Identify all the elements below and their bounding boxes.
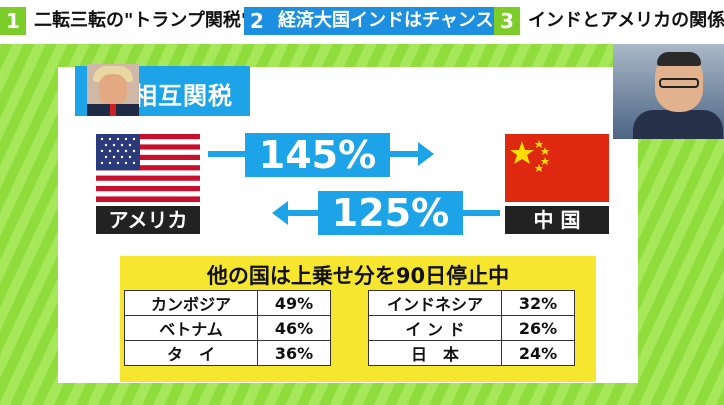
- country-cell: カンボジア: [124, 290, 258, 316]
- country-cell: ベトナム: [124, 315, 258, 341]
- rates-table-left: カンボジア 49% ベトナム 46% タ イ 36%: [124, 290, 331, 366]
- tab-2-number: 2: [244, 7, 270, 35]
- china-label: 中 国: [505, 206, 609, 234]
- country-cell: イ ン ド: [368, 315, 502, 341]
- country-cell: 日 本: [368, 340, 502, 366]
- commentator-video: [613, 44, 724, 139]
- table-row: インドネシア 32%: [368, 290, 575, 316]
- rate-cell: 46%: [257, 315, 331, 341]
- arrow-left-icon: [272, 201, 288, 225]
- tab-1-number: 1: [0, 7, 26, 35]
- rate-cell: 26%: [501, 315, 575, 341]
- table-row: ベトナム 46%: [124, 315, 331, 341]
- pause-headline: 他の国は上乗せ分を90日停止中: [206, 264, 510, 288]
- table-row: タ イ 36%: [124, 340, 331, 366]
- us-label: アメリカ: [96, 206, 200, 234]
- trump-portrait: [87, 64, 139, 116]
- tab-3-number: 3: [494, 7, 520, 35]
- country-cell: インドネシア: [368, 290, 502, 316]
- topic-tab-bar: 1 二転三転の"トランプ関税" 2 経済大国インドはチャンス？ 3 インドとアメ…: [0, 0, 724, 44]
- china-flag-icon: [505, 134, 609, 202]
- rates-table-right: インドネシア 32% イ ン ド 26% 日 本 24%: [368, 290, 575, 366]
- rate-cell: 24%: [501, 340, 575, 366]
- table-row: 日 本 24%: [368, 340, 575, 366]
- rate-cell: 36%: [257, 340, 331, 366]
- arrow-right-icon: [418, 142, 434, 166]
- tab-1-label: 二転三転の"トランプ関税": [34, 10, 251, 31]
- rate-cell: 32%: [501, 290, 575, 316]
- rate-cell: 49%: [257, 290, 331, 316]
- us-flag-icon: [96, 134, 200, 202]
- tab-2-label: 経済大国インドはチャンス？: [270, 7, 511, 35]
- table-row: カンボジア 49%: [124, 290, 331, 316]
- country-cell: タ イ: [124, 340, 258, 366]
- tab-3-label: インドとアメリカの関係: [528, 10, 724, 31]
- china-to-us-rate: 125%: [318, 191, 463, 235]
- badge-title: 相互関税: [133, 82, 233, 110]
- table-row: イ ン ド 26%: [368, 315, 575, 341]
- us-to-china-rate: 145%: [245, 133, 390, 177]
